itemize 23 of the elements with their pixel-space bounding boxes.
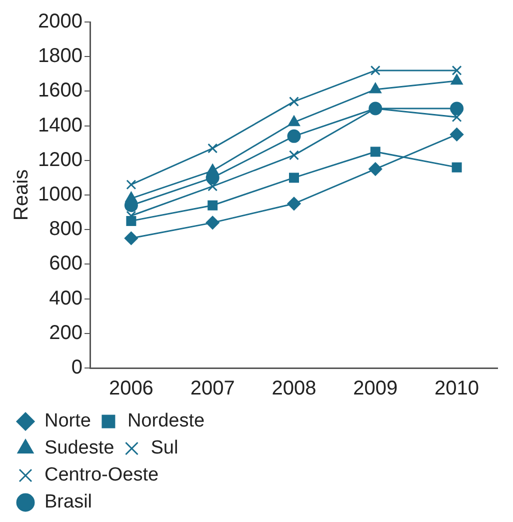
legend-label: Sudeste — [44, 438, 114, 459]
legend-label: Sul — [150, 438, 178, 459]
legend-label: Brasil — [44, 492, 92, 513]
y-tick-label: 600 — [49, 252, 82, 275]
y-tick-label: 1600 — [38, 80, 82, 102]
y-axis-title: Reais — [10, 169, 33, 221]
x-tick-label: 2009 — [353, 378, 398, 400]
y-tick-label: 400 — [49, 287, 82, 310]
legend-label: Nordeste — [127, 410, 205, 432]
legend-label: Centro-Oeste — [44, 464, 159, 486]
y-tick-label: 1800 — [38, 45, 82, 68]
x-tick-label: 2008 — [272, 378, 316, 400]
legend-label: Norte — [44, 410, 91, 432]
y-tick-label: 2000 — [38, 10, 82, 33]
y-tick-label: 0 — [71, 356, 82, 379]
x-tick-label: 2006 — [108, 378, 154, 400]
y-tick-label: 1400 — [38, 114, 82, 136]
y-tick-label: 200 — [49, 322, 82, 344]
x-tick-label: 2007 — [190, 378, 235, 400]
y-tick-label: 800 — [49, 218, 82, 240]
y-tick-label: 1200 — [38, 148, 82, 171]
y-tick-label: 1000 — [38, 184, 82, 206]
x-tick-label: 2010 — [434, 378, 480, 400]
